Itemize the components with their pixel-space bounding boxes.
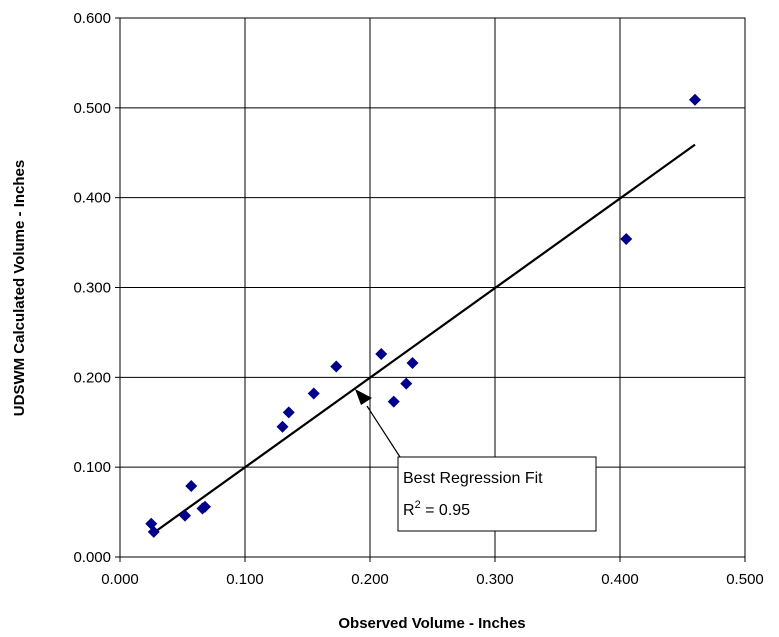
data-point <box>282 406 295 419</box>
data-point <box>330 360 343 373</box>
regression-fit-line <box>153 143 696 534</box>
data-points <box>145 93 701 538</box>
x-tick-label: 0.000 <box>101 571 139 588</box>
y-tick-label: 0.500 <box>73 100 111 117</box>
y-tick-label: 0.100 <box>73 459 111 476</box>
x-tick-label: 0.500 <box>726 571 764 588</box>
data-point <box>375 347 388 360</box>
x-tick-label: 0.300 <box>476 571 514 588</box>
data-point <box>406 356 419 369</box>
annotation-label: Best Regression Fit <box>403 470 543 487</box>
data-point <box>307 387 320 400</box>
data-point <box>185 480 198 493</box>
data-point <box>400 377 413 390</box>
annotation: Best Regression Fit R2 = 0.95 <box>355 389 597 532</box>
data-point <box>179 509 191 522</box>
data-point <box>199 500 211 513</box>
x-tick-label: 0.400 <box>601 571 639 588</box>
annotation-arrow-line <box>366 405 401 458</box>
y-tick-label: 0.400 <box>73 190 111 207</box>
data-point <box>276 420 289 433</box>
annotation-arrow-head <box>355 389 372 405</box>
x-tick-labels: 0.000 0.100 0.200 0.300 0.400 0.500 <box>101 557 764 588</box>
y-tick-labels: 0.000 0.100 0.200 0.300 0.400 0.500 0.600 <box>73 10 120 566</box>
x-tick-label: 0.100 <box>226 571 264 588</box>
data-point <box>620 232 633 245</box>
data-point <box>147 525 160 538</box>
x-axis-title: Observed Volume - Inches <box>338 615 525 632</box>
y-axis-title: UDSWM Calculated Volume - Inches <box>11 160 28 416</box>
y-tick-label: 0.600 <box>73 10 111 27</box>
y-tick-label: 0.300 <box>73 280 111 297</box>
y-tick-label: 0.000 <box>73 549 111 566</box>
x-tick-label: 0.200 <box>351 571 389 588</box>
annotation-box <box>397 456 597 532</box>
annotation-r2: R2 = 0.95 <box>403 499 470 519</box>
y-tick-label: 0.200 <box>73 369 111 386</box>
data-point <box>689 93 701 106</box>
data-point <box>387 395 400 408</box>
